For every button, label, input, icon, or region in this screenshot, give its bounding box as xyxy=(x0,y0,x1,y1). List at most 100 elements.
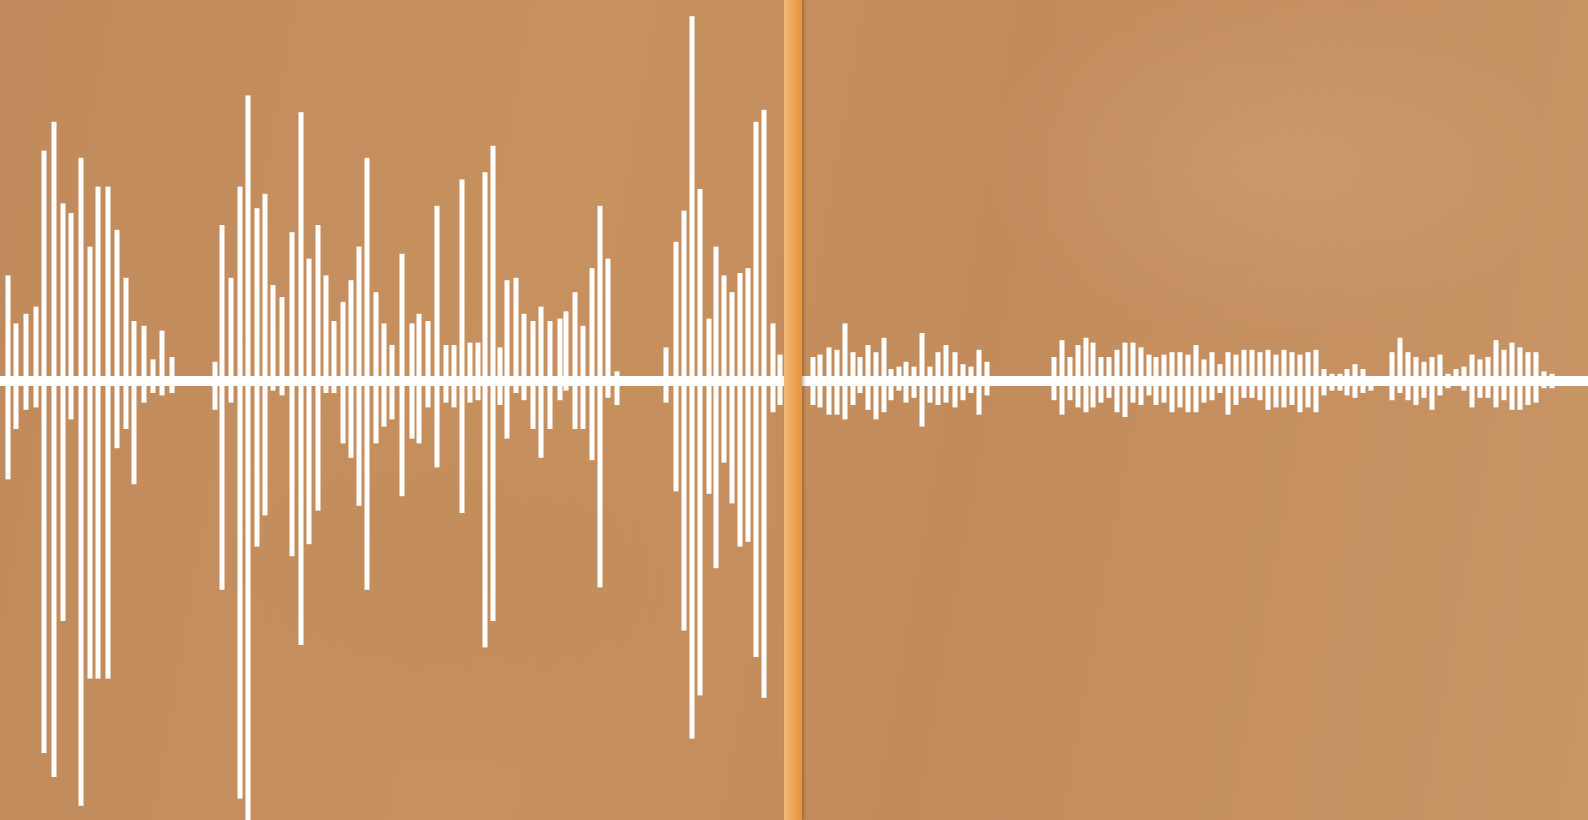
playhead-cursor[interactable] xyxy=(784,0,802,820)
waveform-bar xyxy=(1397,337,1403,393)
waveform-bar xyxy=(563,311,569,391)
waveform-bar xyxy=(968,366,974,393)
waveform-bar xyxy=(237,186,243,799)
waveform-bar xyxy=(881,337,887,413)
waveform-bar xyxy=(1281,349,1287,408)
waveform-bar xyxy=(737,273,743,547)
waveform-bar xyxy=(228,277,234,403)
waveform-bar xyxy=(68,213,74,420)
waveform-bar xyxy=(1153,357,1159,405)
waveform-bar xyxy=(1461,366,1467,391)
waveform-bar xyxy=(78,157,84,806)
waveform-bar xyxy=(262,193,268,516)
waveform-bar xyxy=(123,277,129,429)
waveform-bar xyxy=(381,323,387,427)
waveform-bar xyxy=(1437,354,1443,396)
waveform-bar xyxy=(279,297,285,396)
waveform-bar xyxy=(1169,352,1175,413)
waveform-bar xyxy=(497,347,503,405)
waveform-bar xyxy=(1421,361,1427,398)
waveform-bar xyxy=(51,121,57,778)
waveform-bar xyxy=(87,246,93,679)
waveform-bar xyxy=(605,258,611,398)
waveform-bar xyxy=(1493,340,1499,408)
waveform-bar xyxy=(1217,364,1223,393)
waveform-bar xyxy=(1413,357,1419,405)
waveform-bar xyxy=(1321,369,1327,396)
waveform-bar xyxy=(1541,371,1547,389)
waveform-bar xyxy=(729,292,735,504)
waveform-bar xyxy=(1201,359,1207,403)
waveform-bar xyxy=(1233,354,1239,405)
waveform-bar xyxy=(589,268,595,461)
waveform-bar xyxy=(364,157,370,590)
waveform-bar xyxy=(1501,349,1507,401)
waveform-bar xyxy=(976,349,982,415)
waveform-bar xyxy=(713,246,719,569)
waveform-bar xyxy=(323,275,329,393)
waveform-bar xyxy=(219,225,225,590)
waveform-bar xyxy=(1368,376,1374,391)
waveform-bar xyxy=(817,354,823,408)
waveform-bar xyxy=(826,347,832,415)
waveform-bar xyxy=(1241,349,1247,398)
waveform-bar xyxy=(159,330,165,396)
waveform-bar xyxy=(888,369,894,401)
waveform-bar xyxy=(770,323,776,413)
waveform-bar xyxy=(681,210,687,631)
waveform-bar xyxy=(1067,357,1073,401)
waveform-bar xyxy=(1360,369,1366,393)
waveform-bar xyxy=(467,342,473,403)
waveform-bar xyxy=(169,357,175,393)
waveform-bar xyxy=(131,321,137,485)
waveform-bar xyxy=(482,172,488,648)
waveform-bar xyxy=(1337,373,1343,391)
waveform-bar xyxy=(761,109,767,698)
waveform-bar xyxy=(1075,345,1081,408)
waveform-bar xyxy=(1549,373,1555,389)
waveform-bar xyxy=(1161,354,1167,403)
waveform-bar xyxy=(399,253,405,497)
waveform-bar xyxy=(212,361,218,410)
waveform-bar xyxy=(33,306,39,408)
waveform-bar xyxy=(663,347,669,403)
waveform-bar xyxy=(298,112,304,645)
waveform-bar xyxy=(673,241,679,492)
waveform-bar xyxy=(1469,354,1475,408)
waveform-bar xyxy=(697,189,703,696)
waveform-bar xyxy=(943,345,949,403)
waveform-bar xyxy=(842,323,848,420)
waveform-bar xyxy=(373,292,379,444)
waveform-bar xyxy=(919,333,925,427)
waveform-bar xyxy=(95,186,101,679)
waveform-bar xyxy=(1525,352,1531,405)
waveform-bar xyxy=(1389,352,1395,401)
waveform-bar xyxy=(41,150,47,754)
waveform-bar xyxy=(530,321,536,429)
waveform-bar xyxy=(721,275,727,463)
waveform-bar xyxy=(896,366,902,391)
waveform-bar xyxy=(1098,357,1104,403)
waveform-bar xyxy=(416,313,422,444)
waveform-bar xyxy=(425,321,431,408)
waveform-bar xyxy=(1249,349,1255,398)
waveform-bar xyxy=(911,366,917,398)
waveform-bar xyxy=(1177,352,1183,408)
waveform-bar xyxy=(745,268,751,542)
waveform-bar xyxy=(873,352,879,420)
waveform-bar xyxy=(580,325,586,429)
waveform-bar xyxy=(331,321,337,393)
waveform-bar xyxy=(1257,352,1263,401)
waveform-bar xyxy=(521,313,527,401)
waveform-bar xyxy=(1329,373,1335,391)
waveform-bar xyxy=(777,354,783,405)
waveform-bar xyxy=(753,121,759,658)
waveform-bar xyxy=(984,361,990,396)
waveform-bar xyxy=(1533,352,1539,403)
waveform-bar xyxy=(1352,364,1358,398)
waveform-bar xyxy=(504,280,510,439)
waveform-bar xyxy=(1265,349,1271,410)
waveform-bar xyxy=(306,258,312,545)
